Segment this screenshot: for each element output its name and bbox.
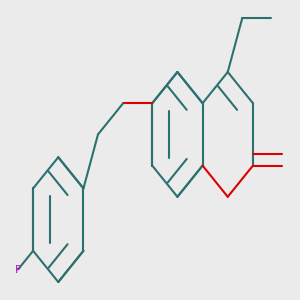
- Text: F: F: [15, 265, 21, 275]
